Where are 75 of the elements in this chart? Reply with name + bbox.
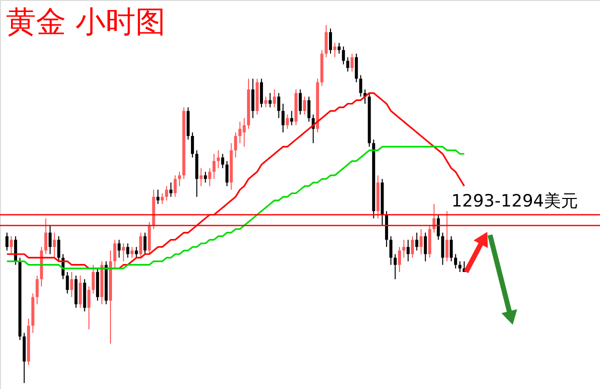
candlestick <box>178 171 182 187</box>
candlestick <box>324 24 328 58</box>
candlestick <box>52 232 56 258</box>
candlestick <box>445 210 448 262</box>
candlestick <box>48 224 52 255</box>
candlestick <box>169 182 172 198</box>
candlestick <box>307 96 310 122</box>
candlestick <box>87 286 90 330</box>
candlestick <box>126 242 130 258</box>
candlestick <box>156 189 160 204</box>
candlestick <box>389 236 392 266</box>
candlestick <box>286 114 289 130</box>
candlestick <box>200 168 203 187</box>
candlestick <box>130 246 134 258</box>
candlestick <box>298 88 302 115</box>
candlestick <box>190 132 194 158</box>
candlestick <box>221 153 224 169</box>
candlestick <box>44 218 48 255</box>
candlestick <box>282 103 285 133</box>
candlestick <box>251 78 254 119</box>
candlestick <box>122 242 125 262</box>
candlestick <box>277 92 280 119</box>
candlestick <box>342 46 345 65</box>
candlestick <box>454 254 458 269</box>
candlestick <box>424 232 427 262</box>
candlestick <box>57 236 60 262</box>
annotation: 1293-1294美元 <box>451 192 578 212</box>
chart-title: 黄金 小时图 <box>6 5 166 40</box>
candlestick <box>234 132 238 158</box>
candlestick <box>450 236 453 262</box>
candlestick <box>354 53 358 83</box>
candlestick <box>144 232 147 255</box>
candlestick <box>225 160 228 187</box>
candlestick <box>272 88 276 108</box>
candlestick <box>346 56 350 72</box>
candlestick <box>160 192 164 204</box>
candlestick <box>328 28 332 54</box>
candlestick <box>415 232 418 252</box>
candlestick <box>5 232 8 252</box>
candlestick <box>394 254 397 280</box>
candlestick <box>260 78 263 108</box>
candlestick <box>113 239 116 269</box>
candlestick <box>118 239 121 258</box>
candlestick <box>402 239 406 258</box>
candlestick <box>406 239 410 262</box>
candlestick <box>350 53 354 72</box>
candlestick <box>398 246 402 273</box>
candlestick <box>92 264 95 294</box>
candlestick <box>333 42 336 58</box>
candlestick <box>165 186 168 201</box>
candlestick <box>36 275 39 305</box>
candlestick <box>441 232 444 266</box>
candlestick <box>66 272 69 294</box>
candlestick <box>410 236 414 258</box>
candlestick <box>70 272 74 298</box>
candlestick <box>238 121 242 144</box>
candlestick <box>303 96 306 115</box>
candlestick <box>264 96 268 108</box>
candlestick <box>420 228 423 255</box>
candlestick <box>338 42 341 54</box>
candlestick <box>290 110 294 126</box>
candlestick <box>208 168 212 187</box>
candlestick <box>359 74 362 98</box>
candlestick <box>212 153 216 180</box>
candlestick <box>458 260 462 273</box>
candlestick <box>139 232 142 258</box>
candlestick <box>242 118 246 148</box>
candlestick <box>134 246 138 258</box>
candlestick <box>268 92 272 108</box>
candlestick <box>216 150 220 169</box>
candlestick <box>436 214 440 240</box>
candlestick <box>78 275 82 308</box>
candlestick <box>204 171 207 184</box>
candlestick <box>10 236 13 255</box>
candlestick <box>174 174 177 198</box>
